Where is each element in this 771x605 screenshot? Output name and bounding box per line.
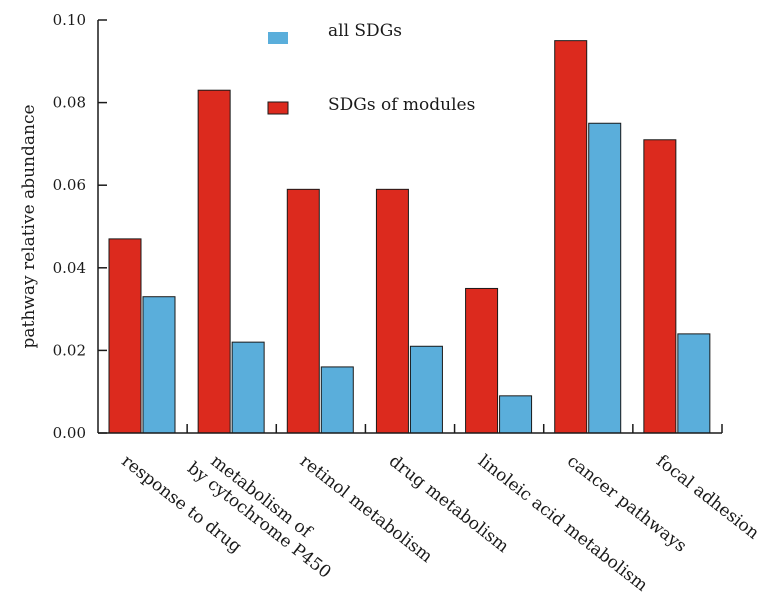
bar-sdgs-of-modules-5 bbox=[554, 40, 588, 434]
y-tick-label-5: 0.10 bbox=[53, 11, 86, 29]
y-axis-title: pathway relative abundance bbox=[19, 104, 39, 348]
legend: all SDGs SDGs of modules bbox=[267, 21, 475, 115]
y-tick-label-0: 0.00 bbox=[53, 424, 86, 442]
bar-all-sdgs-1 bbox=[231, 341, 265, 434]
y-tick-label-4: 0.08 bbox=[53, 94, 86, 112]
bar-all-sdgs-3 bbox=[409, 345, 443, 434]
bar-all-sdgs-6 bbox=[677, 333, 711, 434]
bar-sdgs-of-modules-6 bbox=[643, 139, 677, 434]
y-tick-label-2: 0.04 bbox=[53, 259, 86, 277]
bar-sdgs-of-modules-4 bbox=[465, 287, 499, 434]
legend-swatch-0 bbox=[268, 32, 288, 44]
y-tick-label-1: 0.02 bbox=[53, 341, 86, 359]
bars-layer bbox=[108, 40, 711, 434]
legend-swatch-1 bbox=[267, 101, 289, 115]
legend-label-0: all SDGs bbox=[328, 21, 402, 41]
x-category-label-4: linoleic acid metabolism bbox=[474, 451, 651, 596]
y-tick-label-3: 0.06 bbox=[53, 176, 86, 194]
bar-all-sdgs-5 bbox=[588, 122, 622, 434]
bar-sdgs-of-modules-0 bbox=[108, 238, 142, 434]
bar-all-sdgs-2 bbox=[320, 366, 354, 434]
bar-all-sdgs-0 bbox=[142, 296, 176, 434]
bar-sdgs-of-modules-1 bbox=[197, 89, 231, 434]
bar-sdgs-of-modules-2 bbox=[286, 188, 320, 434]
bar-all-sdgs-4 bbox=[499, 395, 533, 434]
axes-layer bbox=[97, 19, 723, 434]
bar-sdgs-of-modules-3 bbox=[375, 188, 409, 434]
legend-label-1: SDGs of modules bbox=[328, 95, 475, 115]
x-category-label-line: linoleic acid metabolism bbox=[474, 451, 651, 596]
